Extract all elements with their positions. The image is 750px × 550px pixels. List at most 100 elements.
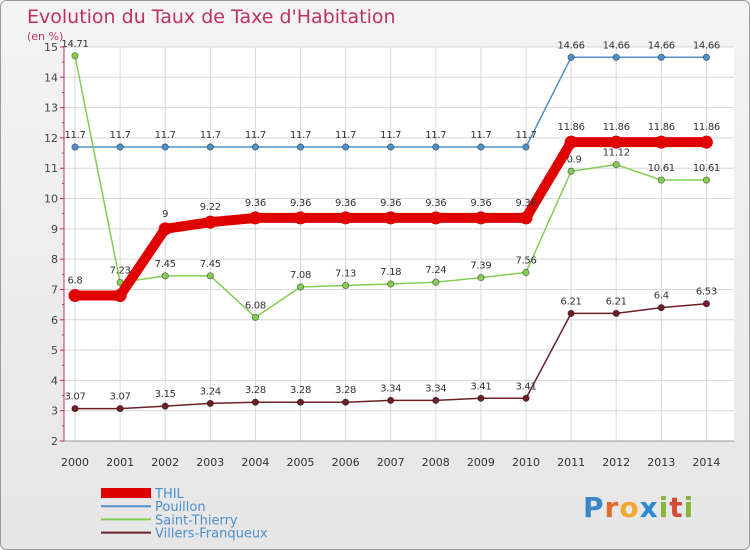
data-point-villers-franqueux: [251, 398, 259, 406]
data-point-thil: [699, 135, 713, 149]
data-label-villers-franqueux: 3.28: [290, 385, 311, 396]
data-point-saint-thierry: [522, 268, 530, 277]
data-point-villers-franqueux: [432, 396, 440, 404]
data-point-pouillon: [432, 143, 440, 151]
x-tick-label: 2000: [61, 456, 89, 469]
data-point-saint-thierry: [251, 313, 259, 321]
data-label-saint-thierry: 11.12: [603, 148, 630, 159]
data-point-saint-thierry: [567, 167, 575, 175]
data-label-villers-franqueux: 3.34: [380, 383, 401, 394]
data-label-pouillon: 11.7: [155, 130, 176, 141]
data-point-thil: [519, 211, 533, 225]
data-label-thil: 9.36: [515, 198, 536, 209]
data-label-pouillon: 11.7: [245, 130, 266, 141]
y-tick-label: 4: [51, 374, 58, 387]
data-point-villers-franqueux: [702, 300, 711, 308]
x-tick-label: 2014: [692, 456, 720, 469]
data-label-pouillon: 14.66: [693, 40, 720, 51]
data-label-pouillon: 11.7: [380, 130, 401, 141]
x-tick-label: 2010: [512, 456, 540, 469]
data-label-thil: 9.22: [200, 202, 221, 213]
data-point-villers-franqueux: [206, 399, 214, 408]
data-point-pouillon: [387, 143, 395, 151]
data-point-saint-thierry: [296, 283, 305, 291]
data-label-villers-franqueux: 6.4: [654, 291, 669, 302]
legend-label-saint-thierry: Saint-Thierry: [155, 513, 238, 528]
data-point-thil: [339, 211, 353, 225]
data-label-saint-thierry: 7.23: [110, 265, 131, 276]
data-label-saint-thierry: 10.61: [693, 163, 720, 174]
data-label-thil: 11.86: [693, 122, 720, 133]
data-label-villers-franqueux: 3.15: [155, 389, 176, 400]
y-tick-label: 3: [51, 405, 58, 418]
data-label-thil: 11.86: [603, 122, 630, 133]
data-label-villers-franqueux: 3.28: [245, 385, 266, 396]
y-tick-label: 13: [44, 102, 58, 115]
y-tick-label: 6: [51, 314, 58, 327]
data-point-saint-thierry: [71, 52, 79, 60]
legend-label-villers-franqueux: Villers-Franqueux: [155, 527, 268, 542]
data-label-saint-thierry: 14.71: [61, 39, 88, 50]
legend-label-thil: THIL: [154, 487, 185, 502]
data-label-pouillon: 11.7: [515, 130, 536, 141]
data-label-pouillon: 11.7: [64, 130, 85, 141]
data-point-saint-thierry: [432, 278, 440, 286]
y-tick-label: 9: [51, 223, 58, 236]
data-point-pouillon: [477, 143, 485, 151]
chart-subtitle: (en %): [27, 30, 64, 43]
data-point-villers-franqueux: [71, 404, 79, 413]
data-label-villers-franqueux: 6.21: [561, 296, 582, 307]
x-tick-label: 2001: [106, 456, 134, 469]
data-label-saint-thierry: 10.61: [648, 163, 675, 174]
data-label-thil: 9.36: [245, 198, 266, 209]
data-label-saint-thierry: 7.45: [200, 259, 221, 270]
data-label-thil: 11.86: [558, 122, 585, 133]
data-point-villers-franqueux: [387, 396, 395, 404]
data-point-thil: [203, 215, 217, 229]
data-label-saint-thierry: 7.18: [380, 267, 401, 278]
data-point-saint-thierry: [387, 280, 395, 288]
data-label-pouillon: 14.66: [603, 40, 630, 51]
data-label-thil: 9.36: [335, 198, 356, 209]
data-point-villers-franqueux: [522, 394, 530, 402]
data-label-villers-franqueux: 3.07: [110, 392, 131, 403]
data-point-villers-franqueux: [477, 394, 485, 402]
data-label-thil: 9.36: [380, 198, 401, 209]
data-label-thil: 6.8: [67, 276, 82, 287]
data-label-saint-thierry: 10.9: [561, 154, 582, 165]
data-point-villers-franqueux: [567, 309, 575, 318]
data-label-thil: 9.36: [290, 198, 311, 209]
data-point-saint-thierry: [477, 274, 485, 282]
x-tick-label: 2003: [196, 456, 224, 469]
y-tick-label: 12: [44, 132, 58, 145]
y-tick-label: 10: [44, 193, 58, 206]
x-tick-label: 2011: [557, 456, 585, 469]
data-label-thil: 9.36: [470, 198, 491, 209]
data-point-saint-thierry: [206, 272, 214, 280]
data-point-pouillon: [251, 143, 259, 151]
data-label-villers-franqueux: 3.34: [425, 383, 446, 394]
data-point-thil: [609, 135, 623, 149]
data-point-pouillon: [702, 53, 711, 61]
data-label-pouillon: 11.7: [200, 130, 221, 141]
data-point-villers-franqueux: [296, 398, 305, 406]
x-tick-label: 2013: [647, 456, 675, 469]
data-label-pouillon: 11.7: [110, 130, 131, 141]
plot-area: [64, 47, 734, 441]
legend-label-pouillon: Pouillon: [155, 500, 206, 515]
data-point-villers-franqueux: [341, 398, 350, 406]
data-label-villers-franqueux: 3.24: [200, 386, 221, 397]
chart-title: Evolution du Taux de Taxe d'Habitation: [27, 6, 396, 28]
data-label-saint-thierry: 7.24: [425, 265, 446, 276]
data-label-villers-franqueux: 3.41: [470, 381, 491, 392]
data-label-saint-thierry: 7.13: [335, 269, 356, 280]
data-point-thil: [68, 289, 82, 303]
y-tick-label: 8: [51, 253, 58, 266]
y-tick-label: 15: [44, 41, 58, 54]
y-tick-label: 11: [44, 162, 58, 175]
data-point-thil: [248, 211, 262, 225]
data-point-thil: [474, 211, 488, 225]
data-point-villers-franqueux: [657, 304, 665, 312]
data-point-saint-thierry: [702, 176, 711, 184]
x-tick-label: 2004: [241, 456, 269, 469]
